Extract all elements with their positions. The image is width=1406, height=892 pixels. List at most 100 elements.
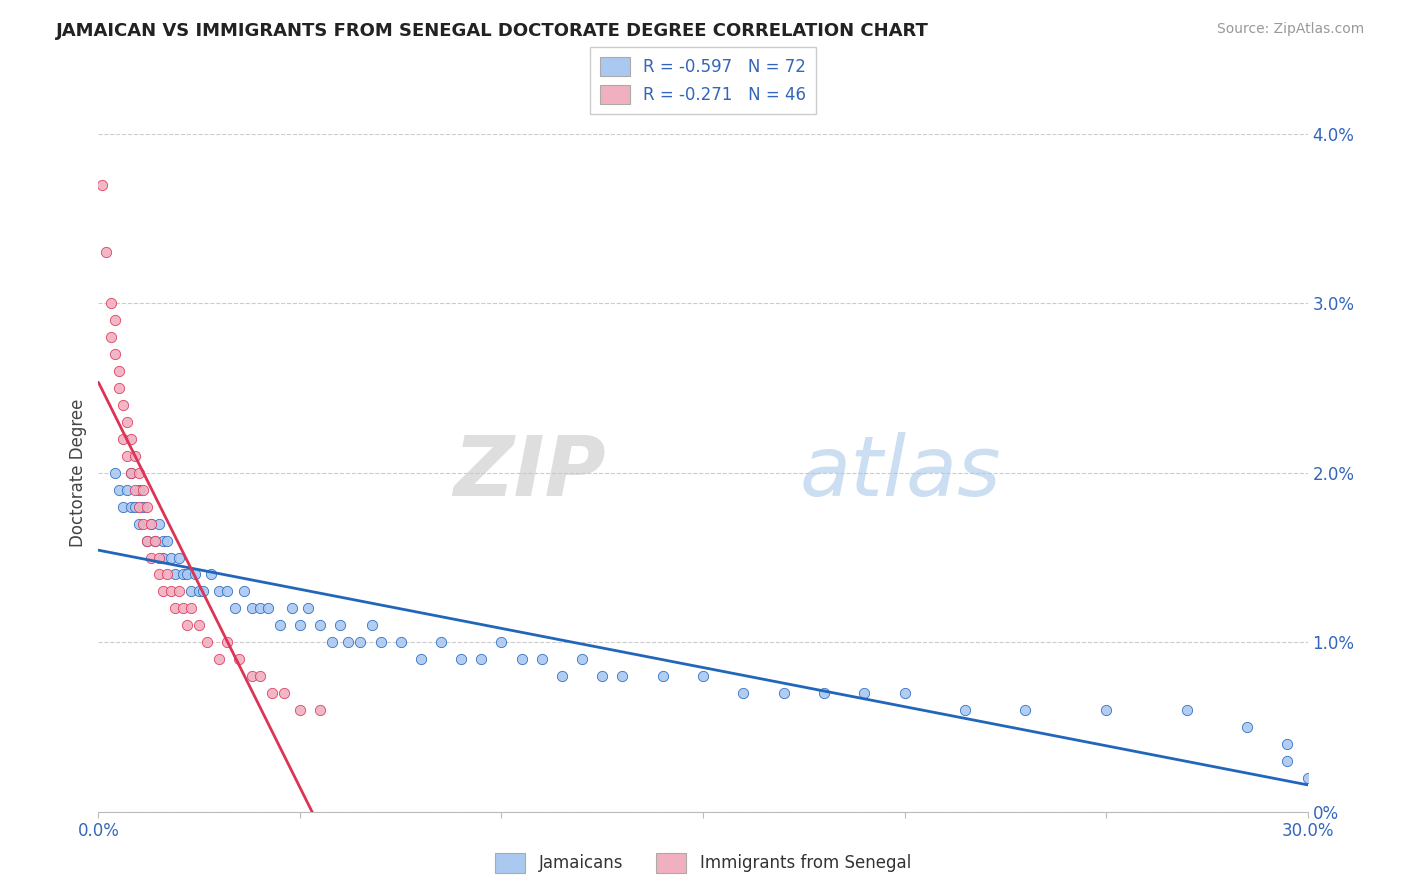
Point — [135, 533, 157, 548]
Point — [128, 516, 150, 531]
Point — [1277, 754, 1299, 768]
Point — [228, 652, 250, 666]
Point — [430, 635, 453, 649]
Point — [321, 635, 343, 649]
Point — [160, 584, 183, 599]
Point — [409, 652, 432, 666]
Point — [208, 584, 231, 599]
Point — [337, 635, 360, 649]
Point — [148, 516, 170, 531]
Point — [120, 432, 142, 446]
Point — [1296, 771, 1319, 785]
Point — [176, 618, 198, 632]
Point — [135, 533, 157, 548]
Point — [128, 483, 150, 497]
Point — [813, 686, 835, 700]
Point — [103, 313, 125, 327]
Point — [143, 533, 166, 548]
Point — [143, 533, 166, 548]
Point — [651, 669, 673, 683]
Point — [269, 618, 291, 632]
Point — [120, 466, 142, 480]
Point — [111, 398, 134, 412]
Point — [115, 415, 138, 429]
Point — [128, 466, 150, 480]
Point — [733, 686, 755, 700]
Point — [288, 703, 311, 717]
Legend: Jamaicans, Immigrants from Senegal: Jamaicans, Immigrants from Senegal — [488, 847, 918, 880]
Point — [107, 483, 129, 497]
Point — [273, 686, 295, 700]
Point — [450, 652, 472, 666]
Point — [208, 652, 231, 666]
Point — [163, 601, 186, 615]
Point — [217, 584, 239, 599]
Point — [139, 516, 162, 531]
Point — [172, 567, 194, 582]
Point — [103, 466, 125, 480]
Point — [163, 567, 186, 582]
Point — [370, 635, 392, 649]
Y-axis label: Doctorate Degree: Doctorate Degree — [69, 399, 87, 547]
Point — [329, 618, 352, 632]
Point — [139, 516, 162, 531]
Point — [1014, 703, 1036, 717]
Point — [184, 567, 207, 582]
Point — [551, 669, 574, 683]
Point — [103, 347, 125, 361]
Point — [188, 584, 211, 599]
Point — [893, 686, 915, 700]
Point — [167, 584, 190, 599]
Point — [240, 669, 263, 683]
Text: JAMAICAN VS IMMIGRANTS FROM SENEGAL DOCTORATE DEGREE CORRELATION CHART: JAMAICAN VS IMMIGRANTS FROM SENEGAL DOCT… — [56, 22, 929, 40]
Point — [128, 500, 150, 514]
Text: ZIP: ZIP — [454, 433, 606, 513]
Point — [361, 618, 384, 632]
Point — [115, 483, 138, 497]
Point — [120, 466, 142, 480]
Point — [240, 601, 263, 615]
Point — [91, 178, 114, 192]
Point — [217, 635, 239, 649]
Point — [288, 618, 311, 632]
Point — [491, 635, 513, 649]
Point — [160, 550, 183, 565]
Point — [115, 449, 138, 463]
Point — [309, 703, 332, 717]
Point — [132, 483, 155, 497]
Point — [107, 381, 129, 395]
Point — [510, 652, 533, 666]
Point — [470, 652, 492, 666]
Point — [260, 686, 283, 700]
Text: atlas: atlas — [800, 433, 1001, 513]
Point — [139, 550, 162, 565]
Point — [172, 601, 194, 615]
Point — [1277, 737, 1299, 751]
Point — [1236, 720, 1258, 734]
Point — [180, 584, 202, 599]
Point — [132, 500, 155, 514]
Point — [530, 652, 553, 666]
Point — [111, 432, 134, 446]
Point — [1175, 703, 1198, 717]
Legend: R = -0.597   N = 72, R = -0.271   N = 46: R = -0.597 N = 72, R = -0.271 N = 46 — [591, 47, 815, 114]
Point — [389, 635, 412, 649]
Point — [176, 567, 198, 582]
Point — [200, 567, 222, 582]
Point — [281, 601, 304, 615]
Point — [612, 669, 634, 683]
Point — [692, 669, 714, 683]
Point — [167, 550, 190, 565]
Point — [156, 533, 179, 548]
Point — [309, 618, 332, 632]
Point — [571, 652, 593, 666]
Point — [107, 364, 129, 378]
Point — [297, 601, 319, 615]
Point — [772, 686, 794, 700]
Point — [152, 584, 174, 599]
Point — [188, 618, 211, 632]
Point — [124, 449, 146, 463]
Point — [953, 703, 976, 717]
Point — [148, 550, 170, 565]
Point — [156, 567, 179, 582]
